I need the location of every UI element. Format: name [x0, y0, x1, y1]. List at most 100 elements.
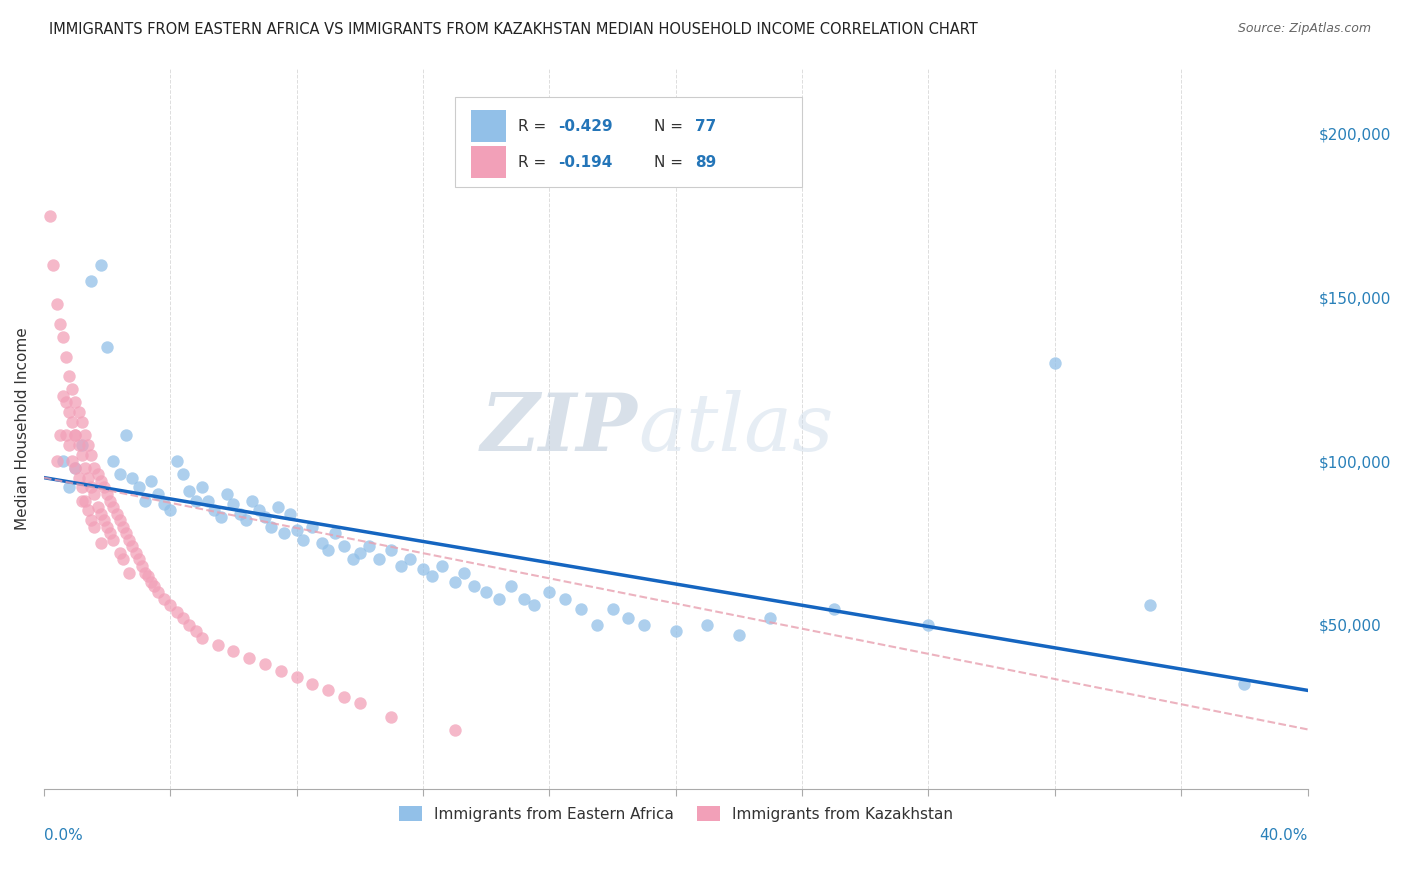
Point [242, 493, 264, 508]
Point [696, 618, 718, 632]
Point [60, 415, 83, 429]
Point [633, 618, 655, 632]
Point [323, 526, 346, 541]
Point [90, 258, 112, 272]
Point [153, 497, 176, 511]
Point [134, 566, 156, 580]
Point [380, 709, 402, 723]
Point [143, 579, 166, 593]
Point [238, 650, 260, 665]
Point [58, 438, 80, 452]
Point [65, 460, 87, 475]
Point [1043, 356, 1066, 370]
Point [80, 513, 103, 527]
Point [45, 297, 67, 311]
Point [128, 480, 150, 494]
Text: ZIP: ZIP [481, 390, 638, 467]
Point [58, 405, 80, 419]
Point [191, 631, 214, 645]
Point [58, 369, 80, 384]
Point [172, 611, 194, 625]
Point [207, 638, 229, 652]
Point [247, 503, 270, 517]
Point [70, 438, 93, 452]
FancyBboxPatch shape [454, 97, 801, 187]
Point [412, 562, 434, 576]
Point [73, 428, 96, 442]
Point [90, 536, 112, 550]
Point [285, 670, 308, 684]
Point [65, 428, 87, 442]
Text: N =: N = [654, 154, 688, 169]
Point [389, 559, 412, 574]
Point [172, 467, 194, 482]
Point [48, 428, 70, 442]
Point [316, 542, 339, 557]
Point [55, 395, 77, 409]
Point [204, 503, 226, 517]
Point [131, 559, 153, 574]
Point [159, 599, 181, 613]
Text: Source: ZipAtlas.com: Source: ZipAtlas.com [1237, 22, 1371, 36]
Point [229, 507, 252, 521]
Point [80, 480, 103, 494]
Point [67, 438, 90, 452]
Point [333, 690, 356, 704]
Text: 0.0%: 0.0% [44, 828, 83, 843]
Point [52, 454, 75, 468]
Point [83, 519, 105, 533]
Point [665, 624, 688, 639]
Point [278, 507, 301, 521]
Point [55, 428, 77, 442]
Point [823, 601, 845, 615]
Point [260, 519, 283, 533]
Point [103, 533, 125, 547]
Point [60, 454, 83, 468]
Point [118, 566, 141, 580]
Point [86, 500, 108, 514]
Point [70, 448, 93, 462]
Point [380, 542, 402, 557]
Point [453, 566, 475, 580]
Point [475, 585, 498, 599]
Text: -0.194: -0.194 [558, 154, 613, 169]
Point [179, 483, 201, 498]
Text: 77: 77 [695, 119, 716, 134]
Point [58, 480, 80, 494]
Point [48, 317, 70, 331]
Text: R =: R = [517, 154, 551, 169]
Point [488, 591, 510, 606]
Point [111, 519, 134, 533]
Point [311, 536, 333, 550]
Point [141, 474, 163, 488]
Point [399, 552, 422, 566]
Point [359, 540, 381, 554]
Point [103, 454, 125, 468]
Point [128, 552, 150, 566]
Point [73, 493, 96, 508]
Point [443, 723, 465, 737]
Point [217, 487, 239, 501]
Point [179, 618, 201, 632]
Point [1233, 677, 1256, 691]
Text: 89: 89 [695, 154, 716, 169]
Point [146, 487, 169, 501]
Point [602, 601, 624, 615]
Point [166, 454, 188, 468]
Point [367, 552, 389, 566]
Point [67, 405, 90, 419]
Point [70, 493, 93, 508]
Point [301, 519, 323, 533]
FancyBboxPatch shape [471, 110, 506, 142]
Point [96, 487, 118, 501]
Point [443, 575, 465, 590]
Point [121, 470, 143, 484]
Point [121, 540, 143, 554]
Text: -0.429: -0.429 [558, 119, 613, 134]
Point [108, 467, 131, 482]
Point [301, 677, 323, 691]
Point [430, 559, 453, 574]
Point [349, 697, 371, 711]
Point [118, 533, 141, 547]
Point [65, 395, 87, 409]
